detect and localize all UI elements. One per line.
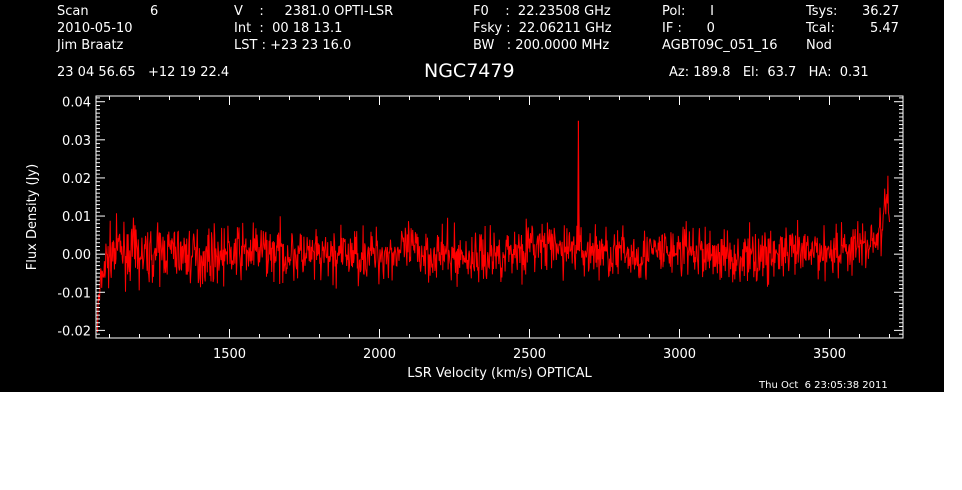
rest-frequency-info: F0 : 22.23508 GHz [473,4,611,19]
y-tick-label: 0.00 [62,248,91,263]
lst-info: LST : +23 23 16.0 [234,38,352,53]
spectrum-chart: 1500 2000 2500 3000 3500 -0.02 -0.01 0.00 0.01 0.… [25,95,904,381]
pointing-info: Az: 189.8 El: 63.7 HA: 0.31 [669,65,869,80]
y-tick-label: 0.02 [62,172,91,187]
plot-window: Scan 6 2010-05-10 Jim Braatz V : 2381.0 … [0,0,944,392]
polarization-info: Pol: I [662,4,714,19]
y-tick-label: -0.02 [57,324,91,339]
tsys-value: 36.27 [862,4,900,19]
x-tick-label: 2500 [513,347,546,362]
if-info: IF : 0 [662,21,715,36]
observer-text: Jim Braatz [57,38,124,53]
x-tick-label: 3500 [813,347,846,362]
tcal-value: 5.47 [870,21,899,36]
bandwidth-info: BW : 200.0000 MHz [473,38,610,53]
integration-info: Int : 00 18 13.1 [234,21,343,36]
y-tick-label: 0.04 [62,96,91,111]
project-id: AGBT09C_051_16 [662,38,778,53]
scan-value: 6 [150,4,159,19]
date-text: 2010-05-10 [57,21,133,36]
sky-frequency-info: Fsky : 22.06211 GHz [473,21,612,36]
tcal-label: Tcal: [806,21,835,36]
plot-timestamp: Thu Oct 6 23:05:38 2011 [759,380,888,391]
tsys-label: Tsys: [806,4,838,19]
y-axis-title: Flux Density (Jy) [25,164,40,270]
scan-label: Scan [57,4,89,19]
x-tick-label: 3000 [663,347,696,362]
series-line [97,136,890,333]
plot-frame [95,95,904,339]
x-axis-title: LSR Velocity (km/s) OPTICAL [407,366,592,381]
x-tick-label: 1500 [213,347,246,362]
source-coordinates: 23 04 56.65 +12 19 22.4 [57,65,230,80]
y-tick-label: 0.03 [62,134,91,149]
source-name: NGC7479 [424,60,515,82]
y-tick-label: 0.01 [62,210,91,225]
y-tick-label: -0.01 [57,286,91,301]
x-tick-label: 2000 [363,347,396,362]
mode-text: Nod [806,38,832,53]
velocity-info: V : 2381.0 OPTI-LSR [234,4,394,19]
